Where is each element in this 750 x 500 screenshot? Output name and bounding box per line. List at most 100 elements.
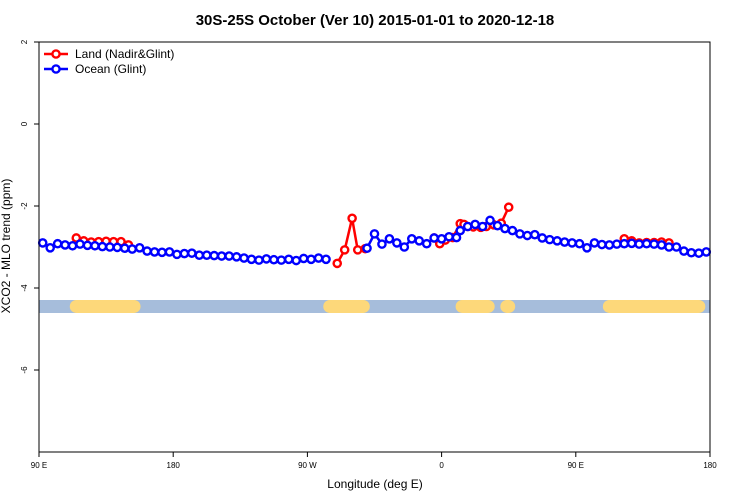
legend: Land (Nadir&Glint)Ocean (Glint) — [44, 47, 174, 76]
data-point — [507, 225, 518, 236]
x-tick-label: 0 — [439, 461, 444, 470]
data-point — [105, 242, 115, 252]
data-point — [529, 229, 540, 240]
data-point — [37, 238, 48, 248]
data-point — [194, 250, 205, 260]
data-point — [649, 239, 659, 249]
y-tick-label: 0 — [20, 121, 29, 126]
data-point — [352, 245, 363, 255]
data-point — [97, 241, 108, 252]
data-point — [406, 233, 417, 244]
data-point — [269, 254, 279, 265]
series-line — [336, 218, 366, 265]
data-point — [377, 239, 387, 249]
plot-area: 90 E 180 90 W 0 90 E 180 2 0 -2 -4 -6 Land (Nadir&G… — [20, 39, 717, 470]
data-point — [686, 247, 697, 258]
data-point — [597, 239, 607, 250]
data-point — [321, 254, 331, 265]
data-point — [559, 237, 570, 247]
data-point — [582, 243, 592, 253]
data-point — [462, 221, 473, 232]
data-point — [567, 238, 577, 248]
data-point — [45, 243, 55, 253]
series-1 — [37, 215, 712, 266]
data-point — [429, 233, 439, 243]
data-point — [75, 239, 85, 249]
data-point — [112, 242, 123, 253]
data-point — [634, 239, 644, 249]
data-point — [298, 253, 309, 264]
legend-label: Ocean (Glint) — [75, 62, 146, 76]
data-point — [179, 248, 190, 259]
data-point — [384, 233, 395, 244]
data-point — [164, 247, 175, 257]
y-tick-label: 2 — [20, 39, 29, 44]
data-point — [201, 250, 212, 260]
legend-marker — [51, 64, 61, 74]
data-point — [52, 238, 63, 249]
data-point — [276, 255, 287, 265]
data-point — [67, 240, 78, 251]
data-point — [261, 254, 272, 264]
data-point — [283, 254, 294, 265]
x-tick-label: 180 — [703, 461, 717, 470]
data-point — [626, 238, 637, 249]
data-point — [619, 238, 630, 249]
data-point — [589, 238, 600, 248]
data-point — [82, 240, 93, 251]
data-point — [362, 243, 372, 254]
data-point — [671, 242, 682, 252]
data-point — [291, 255, 302, 266]
data-point — [142, 246, 152, 256]
data-point — [347, 213, 357, 224]
data-point — [656, 240, 667, 250]
data-point — [231, 252, 242, 262]
y-tick-label: -4 — [20, 284, 29, 292]
data-point — [604, 240, 615, 250]
x-tick-label: 90 E — [568, 461, 584, 470]
data-point — [544, 234, 555, 245]
data-point — [552, 236, 562, 246]
data-point — [216, 251, 227, 261]
data-point — [515, 229, 525, 239]
data-point — [392, 238, 402, 248]
x-tick-label: 180 — [167, 461, 181, 470]
data-point — [60, 240, 70, 250]
data-point — [679, 246, 689, 256]
data-point — [612, 239, 622, 249]
data-point — [503, 202, 514, 213]
data-point — [149, 247, 160, 257]
chart-title: 30S-25S October (Ver 10) 2015-01-01 to 2… — [196, 12, 555, 29]
data-point — [455, 225, 466, 236]
data-point — [664, 242, 674, 252]
data-point — [187, 248, 197, 258]
data-point — [574, 238, 585, 249]
data-point — [500, 223, 510, 234]
data-point — [492, 220, 503, 231]
data-point — [339, 245, 350, 255]
data-point — [239, 253, 249, 263]
data-point — [254, 255, 264, 265]
data-point — [224, 251, 234, 261]
data-point — [134, 243, 145, 253]
data-point — [522, 230, 533, 241]
data-point — [172, 249, 182, 260]
data-point — [313, 253, 324, 263]
data-point — [477, 221, 488, 232]
y-tick-label: -2 — [20, 202, 29, 210]
x-tick-label: 90 E — [31, 461, 47, 470]
y-axis-label: XCO2 - MLO trend (ppm) — [0, 179, 13, 314]
data-point — [119, 243, 130, 254]
data-point — [246, 254, 257, 265]
data-point — [470, 219, 480, 230]
x-tick-label: 90 W — [298, 461, 317, 470]
data-point — [451, 232, 462, 243]
data-point — [209, 250, 220, 261]
data-point — [399, 242, 410, 252]
data-point — [537, 233, 548, 243]
data-point — [641, 238, 652, 249]
data-point — [694, 248, 704, 258]
data-point — [444, 231, 454, 242]
